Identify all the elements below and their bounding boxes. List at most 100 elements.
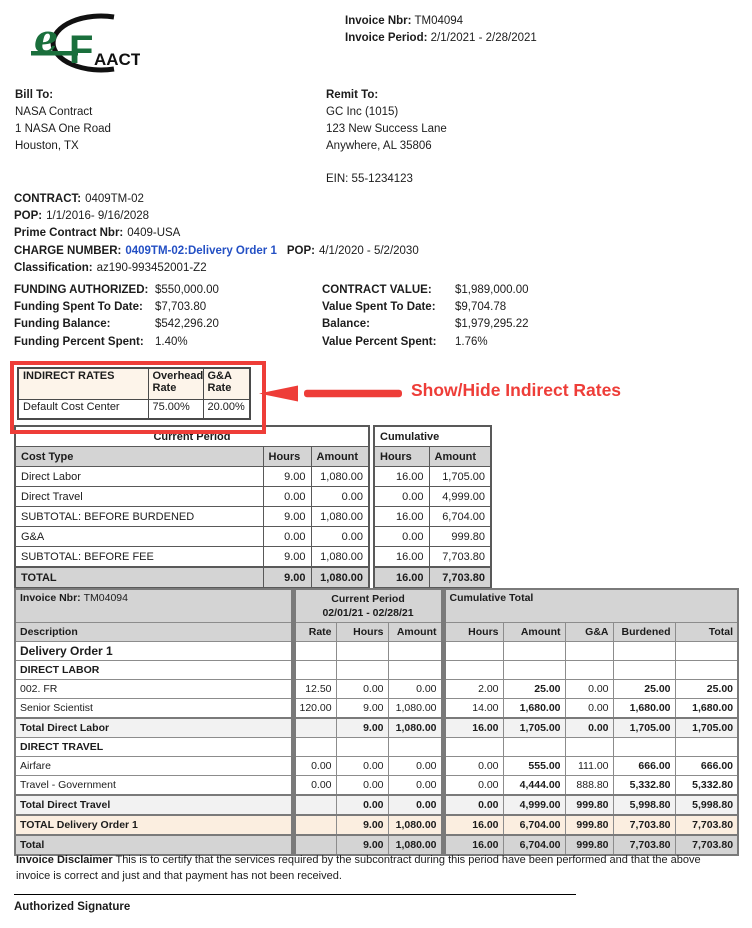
- detail-cp-amount: 0.00: [387, 794, 444, 816]
- hours-header: Hours: [262, 446, 312, 467]
- detail-total: [674, 660, 739, 680]
- summary-cum-hours: 16.00: [373, 506, 430, 527]
- summary-cp-hours: 9.00: [262, 506, 312, 527]
- summary-cost-type: SUBTOTAL: BEFORE FEE: [14, 546, 264, 568]
- detail-cum-amount: 555.00: [502, 756, 566, 776]
- summary-cumulative-row: 16.00 7,703.80: [373, 566, 492, 589]
- funding-label: Value Percent Spent:: [322, 335, 437, 348]
- remit-to-block: Remit To: GC Inc (1015) 123 New Success …: [326, 87, 447, 188]
- detail-description: Travel - Government: [14, 775, 294, 796]
- detail-row: Delivery Order 1: [14, 641, 739, 661]
- amount-header: Amount: [428, 446, 492, 467]
- detail-ga: 111.00: [564, 756, 614, 776]
- invoice-period-value: 2/1/2021 - 2/28/2021: [430, 32, 537, 44]
- detail-burdened: 666.00: [612, 756, 676, 776]
- summary-cum-hours: 16.00: [373, 546, 430, 568]
- detail-cum-amount: 6,704.00: [502, 814, 566, 836]
- detail-ga: 888.80: [564, 775, 614, 796]
- detail-invoice-label: Invoice Nbr:: [20, 592, 81, 604]
- charge-pop-value: 4/1/2020 - 5/2/2030: [318, 244, 419, 257]
- summary-cp-amount: 1,080.00: [310, 506, 370, 527]
- detail-rate: 0.00: [290, 775, 337, 796]
- ga-rate-header: G&A Rate: [202, 367, 251, 400]
- summary-cp-amount: 1,080.00: [310, 546, 370, 568]
- detail-ga: 999.80: [564, 814, 614, 836]
- summary-cumulative-row: 16.00 6,704.00: [373, 506, 492, 527]
- detail-cum-hours: [440, 737, 504, 757]
- detail-description: DIRECT LABOR: [14, 660, 294, 680]
- logo-letter-e: e: [34, 16, 58, 61]
- detail-cp-amount: [387, 641, 444, 661]
- hours-header: Hours: [335, 622, 389, 642]
- ein-line: EIN: 55-1234123: [326, 173, 413, 185]
- summary-cumulative-row: 0.00 999.80: [373, 526, 492, 547]
- detail-merged-header-row: Invoice Nbr: TM04094 Current Period 02/0…: [14, 588, 739, 623]
- summary-cp-amount: 0.00: [310, 526, 370, 547]
- cum-amount-header: Amount: [502, 622, 566, 642]
- funding-value: $1,979,295.22: [455, 318, 529, 331]
- classification-label: Classification:: [14, 261, 93, 274]
- contract-value: 0409TM-02: [85, 193, 144, 205]
- summary-cp-hours: 0.00: [262, 486, 312, 507]
- classification-line: Classification: az190-993452001-Z2: [14, 260, 419, 277]
- summary-column-header-row: Cost Type Hours Amount: [14, 446, 370, 467]
- detail-cumulative-header: Cumulative Total: [440, 588, 739, 623]
- detail-cp-hours: [335, 737, 389, 757]
- detail-ga: 0.00: [564, 679, 614, 699]
- charge-number-link[interactable]: 0409TM-02:Delivery Order 1: [125, 244, 277, 257]
- detail-ga: [564, 660, 614, 680]
- detail-rate: [290, 737, 337, 757]
- summary-cum-hours: 0.00: [373, 526, 430, 547]
- detail-cp-hours: 9.00: [335, 717, 389, 738]
- detail-burdened: [612, 660, 676, 680]
- pop-value: 1/1/2016- 9/16/2028: [46, 210, 150, 223]
- detail-cp-amount: 0.00: [387, 756, 444, 776]
- summary-cum-amount: 4,999.00: [428, 486, 492, 507]
- indirect-rates-table[interactable]: INDIRECT RATES Overhead Rate G&A Rate De…: [17, 367, 251, 420]
- detail-cum-amount: [502, 737, 566, 757]
- summary-cumulative-table: Cumulative Hours Amount 16.00 1,705.00 0.0…: [373, 425, 493, 589]
- summary-cumulative-row: 16.00 7,703.80: [373, 546, 492, 568]
- detail-row: Total Direct Travel 0.00 0.00 0.00 4,999.00 9…: [14, 794, 739, 816]
- detail-burdened: 1,705.00: [612, 717, 676, 738]
- summary-cp-amount: 1,080.00: [310, 466, 370, 487]
- detail-ga: [564, 737, 614, 757]
- detail-total: [674, 737, 739, 757]
- detail-current-period-header: Current Period 02/01/21 - 02/28/21: [290, 588, 444, 623]
- cumulative-merged-header-row: Cumulative: [373, 425, 492, 447]
- funding-row: CONTRACT VALUE: $1,989,000.00: [322, 282, 529, 299]
- detail-row: Travel - Government 0.00 0.00 0.00 0.00 4,444…: [14, 775, 739, 796]
- funding-row: Funding Spent To Date: $7,703.80: [14, 299, 219, 316]
- burdened-header: Burdened: [612, 622, 676, 642]
- disclaimer-text: This is to certify that the services req…: [16, 854, 701, 882]
- summary-cost-type: Direct Travel: [14, 486, 264, 507]
- detail-cum-hours: 0.00: [440, 775, 504, 796]
- summary-cp-hours: 9.00: [262, 546, 312, 568]
- prime-contract-value: 0409-USA: [127, 227, 181, 240]
- detail-cum-amount: [502, 641, 566, 661]
- invoice-meta: Invoice Nbr: TM04094 Invoice Period: 2/1…: [345, 13, 537, 47]
- total-header: Total: [674, 622, 739, 642]
- contract-value-block: CONTRACT VALUE: $1,989,000.00 Value Spent…: [322, 282, 529, 351]
- detail-rate: [290, 660, 337, 680]
- detail-total: 5,998.80: [674, 794, 739, 816]
- detail-description: DIRECT TRAVEL: [14, 737, 294, 757]
- detail-rate: [290, 717, 337, 738]
- detail-total: 7,703.80: [674, 834, 739, 856]
- detail-row: Senior Scientist 120.00 9.00 1,080.00 14.00 1…: [14, 698, 739, 719]
- detail-rate: [290, 641, 337, 661]
- pop-label: POP:: [14, 210, 43, 223]
- contract-label: CONTRACT:: [14, 193, 82, 205]
- detail-burdened: 7,703.80: [612, 814, 676, 836]
- summary-cp-amount: 1,080.00: [310, 566, 370, 589]
- amount-header: Amount: [310, 446, 370, 467]
- summary-cum-hours: 16.00: [373, 466, 430, 487]
- invoice-number-label: Invoice Nbr:: [345, 15, 412, 27]
- indirect-rates-header-row: INDIRECT RATES Overhead Rate G&A Rate: [17, 367, 251, 400]
- detail-cp-hours: 0.00: [335, 679, 389, 699]
- funding-value: 1.40%: [155, 335, 188, 348]
- disclaimer-label: Invoice Disclaimer: [16, 854, 113, 866]
- amount-header: Amount: [387, 622, 444, 642]
- detail-cp-hours: [335, 660, 389, 680]
